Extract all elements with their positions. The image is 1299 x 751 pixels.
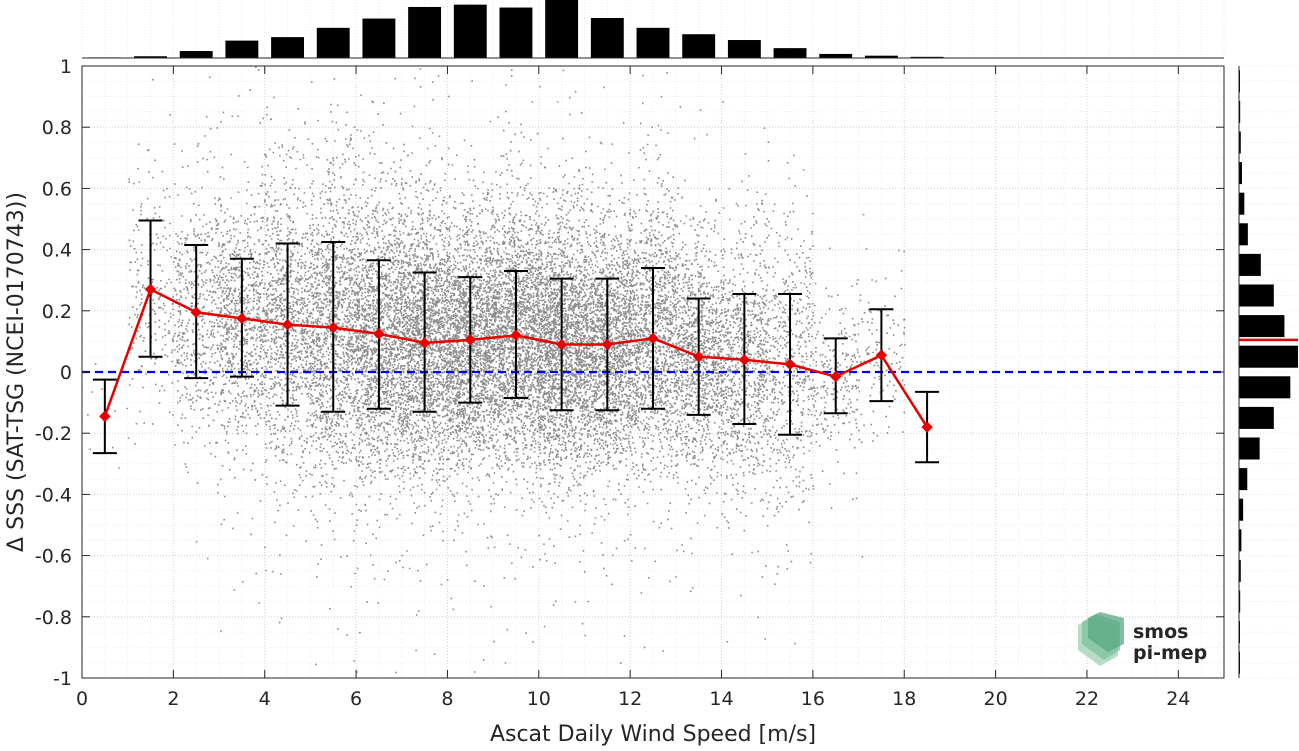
- mean-point: [144, 283, 157, 296]
- y-tick-label: 1: [60, 56, 72, 78]
- top-hist-bar: [682, 34, 716, 58]
- y-tick-label: -0.4: [35, 484, 72, 506]
- x-axis-ticks: 0 2 4 6 8 10 12 14 16 18 20 22 24: [76, 66, 1190, 710]
- top-hist-bar: [590, 17, 624, 58]
- mean-point: [99, 410, 111, 423]
- x-tick-label: 20: [984, 688, 1008, 710]
- top-hist-bar: [819, 53, 853, 58]
- top-hist-bar: [134, 56, 167, 58]
- y-tick-label: -1: [53, 668, 72, 690]
- top-hist-bar: [864, 55, 898, 58]
- mean-point: [327, 321, 339, 334]
- logo-line2: pi-mep: [1133, 642, 1207, 664]
- x-tick-label: 4: [259, 688, 271, 710]
- right-hist-bar: [1239, 284, 1274, 307]
- mean-point: [921, 421, 933, 433]
- right-hist-bar: [1239, 223, 1248, 246]
- right-hist-bar: [1239, 192, 1245, 215]
- x-tick-label: 12: [618, 688, 642, 710]
- right-hist-bar: [1239, 345, 1298, 368]
- y-tick-label: -0.6: [35, 546, 72, 568]
- top-hist-bar: [910, 56, 944, 58]
- right-hist-bar: [1239, 131, 1241, 154]
- x-tick-label: 10: [527, 688, 551, 710]
- right-hist-bar: [1239, 498, 1244, 521]
- top-hist-bar: [225, 40, 259, 58]
- top-hist-bar: [545, 0, 579, 58]
- smos-pimep-logo: smos pi-mep: [1078, 612, 1207, 666]
- x-tick-label: 18: [892, 688, 916, 710]
- right-histogram: [1238, 65, 1298, 679]
- mean-point: [418, 337, 431, 349]
- mean-point: [784, 358, 796, 371]
- right-hist-bar: [1239, 559, 1241, 582]
- x-tick-label: 6: [350, 688, 362, 710]
- mean-point: [555, 338, 568, 351]
- right-hist-bar: [1239, 162, 1242, 185]
- top-hist-bar: [362, 18, 396, 59]
- x-tick-label: 14: [709, 688, 733, 710]
- mean-point: [510, 329, 522, 341]
- top-hist-bar: [408, 6, 442, 59]
- mean-point: [373, 328, 385, 340]
- right-hist-bar: [1239, 376, 1291, 399]
- x-tick-label: 8: [441, 688, 453, 710]
- x-axis-label: Ascat Daily Wind Speed [m/s]: [490, 722, 816, 747]
- right-hist-bar: [1239, 315, 1285, 338]
- mean-point: [738, 354, 751, 366]
- right-hist-bar: [1239, 406, 1274, 429]
- mean-point: [692, 350, 705, 363]
- x-tick-label: 22: [1075, 688, 1099, 710]
- top-histogram: [81, 0, 1225, 59]
- y-tick-label: 0.4: [42, 240, 72, 262]
- x-tick-label: 16: [801, 688, 825, 710]
- main-plot: 0 2 4 6 8 10 12 14 16 18 20 22 24 10.80.60.40.20-0.2…: [35, 56, 1225, 710]
- x-tick-label: 0: [76, 688, 88, 710]
- y-tick-label: -0.8: [35, 607, 72, 629]
- y-tick-label: 0.2: [42, 301, 72, 323]
- y-axis-label: Δ SSS (SAT-TSG (NCEI-0170743)): [4, 192, 29, 552]
- mean-point: [464, 334, 476, 346]
- y-tick-label: 0.6: [42, 178, 72, 200]
- mean-point: [281, 318, 294, 331]
- x-tick-label: 2: [167, 688, 179, 710]
- top-hist-bar: [453, 4, 487, 59]
- top-hist-bar: [773, 48, 807, 58]
- top-hist-bar: [636, 27, 670, 58]
- y-tick-label: -0.2: [35, 423, 72, 445]
- right-hist-bar: [1239, 100, 1241, 123]
- mean-point: [647, 332, 659, 345]
- top-hist-bar: [316, 27, 350, 58]
- right-hist-bar: [1239, 253, 1261, 276]
- mean-points: [99, 283, 933, 433]
- right-hist-bar: [1239, 468, 1248, 491]
- top-hist-bar: [271, 37, 305, 58]
- y-tick-label: 0: [60, 362, 72, 384]
- y-axis-ticks: 1 0.8 0.6 0.4 0.2 0 -0.2 -0.4 -0.6 -0.8 -1: [35, 56, 1224, 690]
- top-hist-bar: [499, 7, 533, 58]
- right-hist-bar: [1239, 590, 1241, 613]
- mean-point: [830, 370, 842, 383]
- mean-point: [875, 349, 888, 361]
- right-hist-bar: [1239, 529, 1242, 552]
- mean-point: [190, 306, 202, 319]
- right-hist-area: [1239, 66, 1298, 678]
- mean-point: [601, 338, 614, 351]
- logo-line1: smos: [1133, 621, 1188, 643]
- x-tick-label: 24: [1166, 688, 1190, 710]
- top-hist-bar: [727, 40, 761, 58]
- top-hist-bar: [179, 51, 213, 58]
- right-hist-bar: [1239, 437, 1260, 460]
- mean-point: [236, 312, 248, 325]
- y-tick-label: 0.8: [42, 117, 72, 139]
